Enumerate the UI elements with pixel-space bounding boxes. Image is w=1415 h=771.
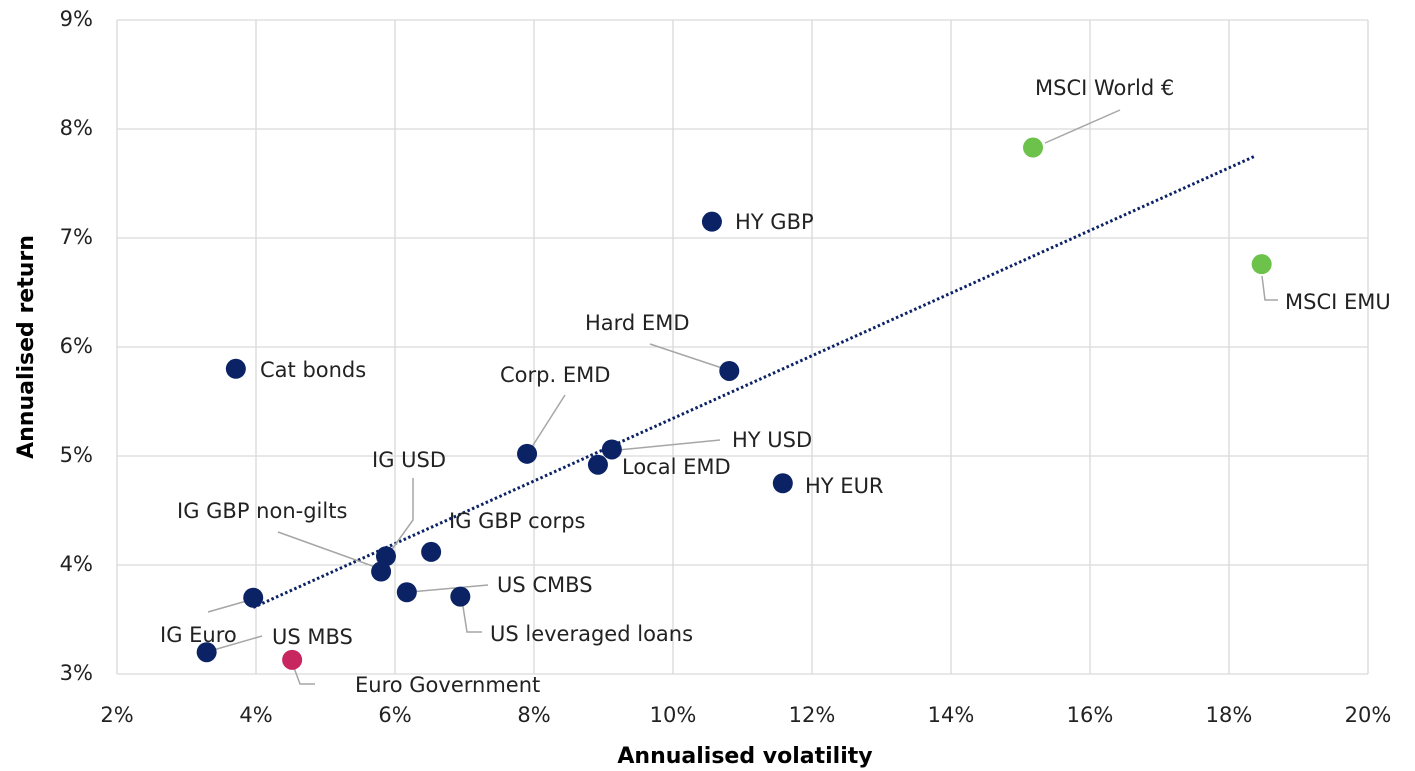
point: [772, 473, 793, 494]
point-label: MSCI World €: [1035, 76, 1174, 100]
point-label: HY EUR: [805, 474, 884, 498]
x-axis-title: Annualised volatility: [617, 744, 872, 769]
point-label: Euro Government: [355, 673, 540, 697]
point: [450, 586, 471, 607]
point-label: HY GBP: [735, 210, 814, 234]
leader-line: [529, 394, 566, 451]
leader-line: [209, 635, 263, 652]
point-label: US MBS: [272, 625, 353, 649]
y-tick-label: 9%: [60, 7, 93, 31]
point-label: IG GBP corps: [449, 509, 585, 533]
x-tick-label: 20%: [1345, 703, 1392, 727]
y-axis-title: Annualised return: [14, 235, 39, 459]
point: [282, 649, 303, 670]
leader-line: [1261, 275, 1278, 301]
point: [375, 546, 396, 567]
leader-line: [277, 531, 379, 569]
leader-line: [207, 599, 251, 613]
point-label: Corp. EMD: [500, 363, 610, 387]
x-tick-label: 14%: [928, 703, 975, 727]
x-tick-label: 12%: [789, 703, 836, 727]
point: [196, 642, 217, 663]
point: [517, 443, 538, 464]
point-label: US CMBS: [497, 573, 593, 597]
x-tick-label: 18%: [1206, 703, 1253, 727]
point: [701, 211, 722, 232]
leader-line: [649, 343, 723, 369]
point: [421, 541, 442, 562]
point-label: Local EMD: [622, 455, 731, 479]
point-label: IG Euro: [160, 623, 237, 647]
leader-line: [461, 599, 482, 633]
point: [719, 360, 740, 381]
x-tick-label: 6%: [378, 703, 411, 727]
leader-line: [292, 664, 315, 685]
y-tick-label: 5%: [60, 443, 93, 467]
y-tick-label: 3%: [60, 661, 93, 685]
point: [243, 587, 264, 608]
leader-line: [409, 584, 489, 593]
point-label: IG GBP non-gilts: [177, 499, 347, 523]
point: [371, 561, 392, 582]
y-tick-label: 8%: [60, 116, 93, 140]
x-tick-label: 8%: [517, 703, 550, 727]
point-label: HY USD: [732, 428, 812, 452]
trendline: [252, 154, 1256, 609]
point-label: MSCI EMU: [1285, 290, 1391, 314]
point-label: US leveraged loans: [490, 622, 693, 646]
point: [396, 582, 417, 603]
x-tick-label: 4%: [239, 703, 272, 727]
point: [1023, 137, 1044, 158]
y-tick-label: 6%: [60, 334, 93, 358]
point-label: IG USD: [372, 448, 446, 472]
point: [601, 439, 622, 460]
point: [587, 454, 608, 475]
point: [1251, 254, 1272, 275]
point-label: Hard EMD: [585, 311, 690, 335]
leader-line: [617, 439, 721, 451]
leader-line: [389, 478, 414, 553]
y-tick-label: 4%: [60, 552, 93, 576]
point-label: Cat bonds: [260, 358, 366, 382]
leader-line: [1044, 109, 1121, 144]
x-tick-label: 10%: [650, 703, 697, 727]
x-tick-label: 16%: [1067, 703, 1114, 727]
x-tick-label: 2%: [100, 703, 133, 727]
y-tick-label: 7%: [60, 225, 93, 249]
point: [225, 358, 246, 379]
